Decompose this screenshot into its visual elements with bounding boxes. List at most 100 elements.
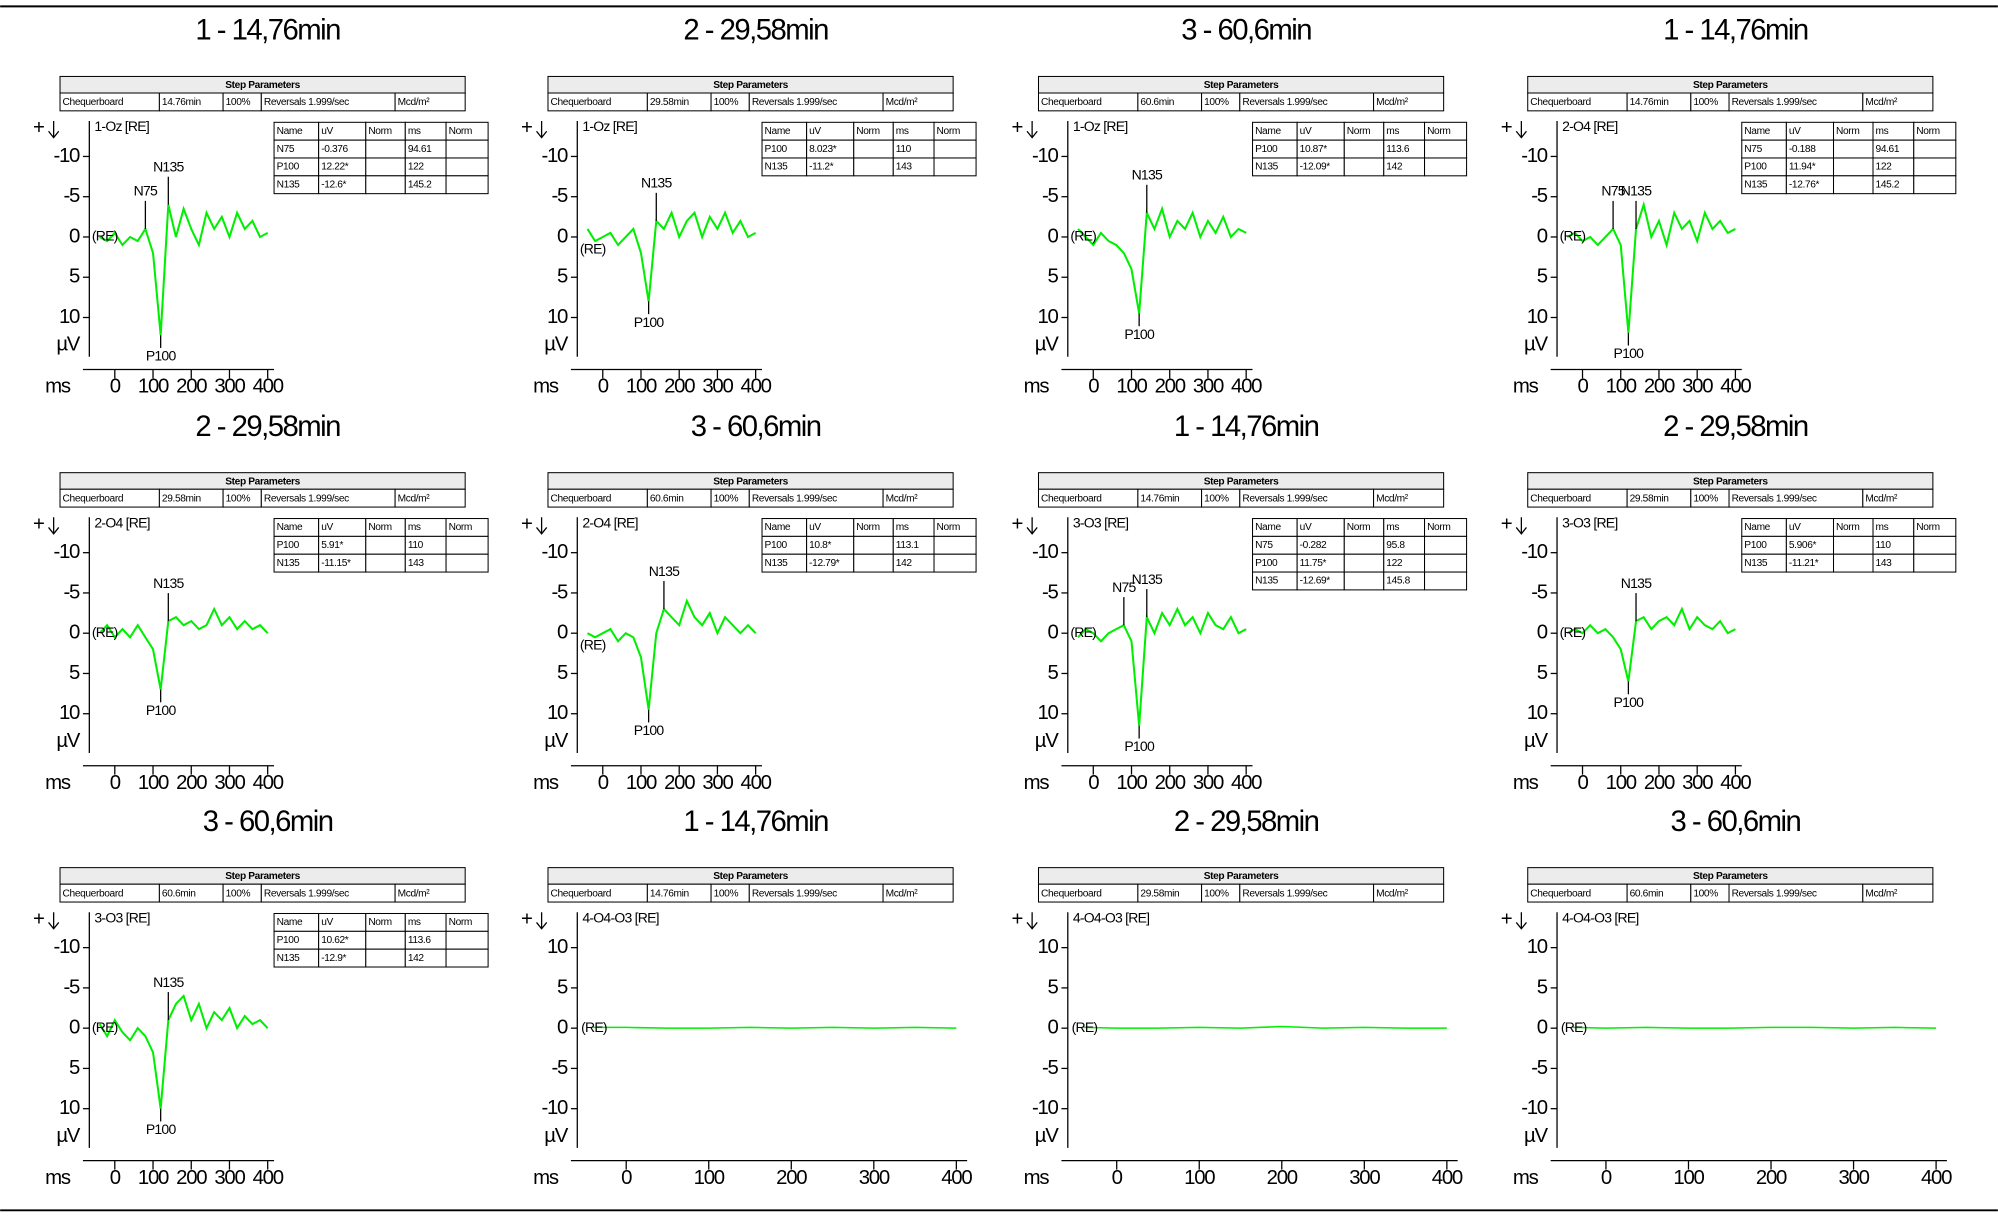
y-tick-label: 10 [1527, 936, 1548, 958]
peak-value: -0.282 [1300, 540, 1327, 551]
peak-value: P100 [765, 144, 788, 155]
step-value: 60.6min [162, 888, 196, 899]
x-axis-label: ms [533, 1167, 559, 1189]
y-tick-label: 0 [557, 1017, 568, 1039]
polarity: + [521, 908, 532, 930]
peak-cell [1424, 571, 1468, 591]
step-value: Mcd/m² [886, 888, 919, 899]
peak-label: P100 [1614, 694, 1645, 710]
peak-cell [365, 157, 406, 177]
polarity-arrow [1026, 517, 1038, 535]
peak-label: N135 [153, 974, 184, 990]
trace-label: (RE) [580, 240, 606, 256]
polarity: + [33, 908, 44, 930]
peak-cell [933, 553, 977, 573]
x-tick-label: 0 [110, 1167, 121, 1189]
peak-value: N135 [1744, 558, 1768, 569]
step-cell [1373, 883, 1445, 903]
peak-value: 143 [896, 162, 913, 173]
step-header: Step Parameters [225, 476, 300, 487]
step-value: 100% [1693, 888, 1718, 899]
y-axis-label: µV [56, 1125, 80, 1147]
panel-title: 3 - 60,6min [691, 410, 821, 443]
y-tick-label: 10 [547, 306, 568, 328]
channel-label: 2-O4 [RE] [94, 514, 149, 530]
step-value: Chequerboard [1041, 493, 1102, 504]
y-tick-label: -10 [1032, 145, 1059, 167]
peak-header: Name [277, 126, 303, 137]
peak-value: 10.62* [321, 935, 349, 946]
step-value: Mcd/m² [398, 888, 431, 899]
step-value: 29.58min [162, 493, 201, 504]
x-tick-label: 300 [1682, 772, 1713, 794]
step-cell [1862, 488, 1934, 508]
y-tick-label: -10 [1521, 1097, 1548, 1119]
peak-label: N135 [1132, 571, 1163, 587]
x-tick-label: 100 [138, 1167, 169, 1189]
peak-header: Norm [1916, 126, 1939, 137]
x-tick-label: 200 [1155, 772, 1186, 794]
polarity-arrow [1515, 121, 1527, 139]
step-value: Reversals 1.999/sec [752, 888, 837, 899]
peak-header: ms [896, 522, 909, 533]
y-tick-label: 10 [1037, 936, 1058, 958]
x-tick-label: 0 [598, 376, 609, 398]
x-tick-label: 100 [1116, 376, 1147, 398]
peak-cell [445, 157, 489, 177]
panel-title: 3 - 60,6min [203, 805, 333, 838]
y-tick-label: -5 [1042, 185, 1059, 207]
peak-cell [1832, 535, 1874, 555]
channel-label: 2-O4 [RE] [582, 514, 637, 530]
x-tick-label: 400 [1231, 772, 1262, 794]
x-tick-label: 300 [214, 772, 245, 794]
peak-value: 142 [896, 558, 913, 569]
y-tick-label: -10 [1032, 1097, 1059, 1119]
step-value: 29.58min [650, 97, 689, 108]
x-tick-label: 100 [694, 1167, 725, 1189]
peak-header: uV [809, 126, 821, 137]
peak-value: 122 [408, 162, 425, 173]
trace-label: (RE) [1070, 228, 1096, 244]
polarity-arrow [1026, 912, 1038, 930]
peak-header: Norm [368, 126, 391, 137]
peak-header: uV [809, 522, 821, 533]
y-tick-label: -5 [552, 185, 569, 207]
y-tick-label: 10 [59, 702, 80, 724]
peak-label: N135 [649, 563, 680, 579]
step-cell [882, 883, 954, 903]
y-tick-label: 5 [557, 662, 568, 684]
x-tick-label: 300 [1838, 1167, 1869, 1189]
step-value: Reversals 1.999/sec [1732, 888, 1817, 899]
x-tick-label: 0 [1112, 1167, 1123, 1189]
channel-label: 2-O4 [RE] [1562, 118, 1617, 134]
channel-label: 3-O3 [RE] [1073, 514, 1128, 530]
peak-cell [1832, 157, 1874, 177]
peak-value: -12.9* [321, 953, 346, 964]
step-value: Chequerboard [551, 493, 612, 504]
y-tick-label: 0 [69, 622, 80, 644]
peak-header: Name [765, 126, 791, 137]
step-cell [882, 488, 954, 508]
x-tick-label: 200 [1644, 376, 1675, 398]
y-tick-label: -10 [541, 541, 568, 563]
peak-header: ms [408, 917, 421, 928]
peak-header: Name [1255, 126, 1281, 137]
peak-value: P100 [1744, 162, 1767, 173]
y-tick-label: -10 [53, 541, 80, 563]
polarity: + [1501, 908, 1512, 930]
peak-value: N135 [1744, 179, 1768, 190]
y-tick-label: -5 [64, 976, 81, 998]
x-axis-label: ms [533, 376, 559, 398]
x-tick-label: 100 [1606, 376, 1637, 398]
peak-header: Norm [449, 522, 472, 533]
y-tick-label: 5 [69, 662, 80, 684]
step-header: Step Parameters [1693, 476, 1768, 487]
x-tick-label: 200 [176, 772, 207, 794]
y-tick-label: 0 [1537, 622, 1548, 644]
trace-label: (RE) [580, 637, 606, 653]
step-value: 14.76min [162, 97, 201, 108]
peak-value: 10.87* [1300, 144, 1328, 155]
y-tick-label: 5 [1537, 976, 1548, 998]
polarity-arrow [536, 912, 548, 930]
polarity: + [521, 117, 532, 139]
